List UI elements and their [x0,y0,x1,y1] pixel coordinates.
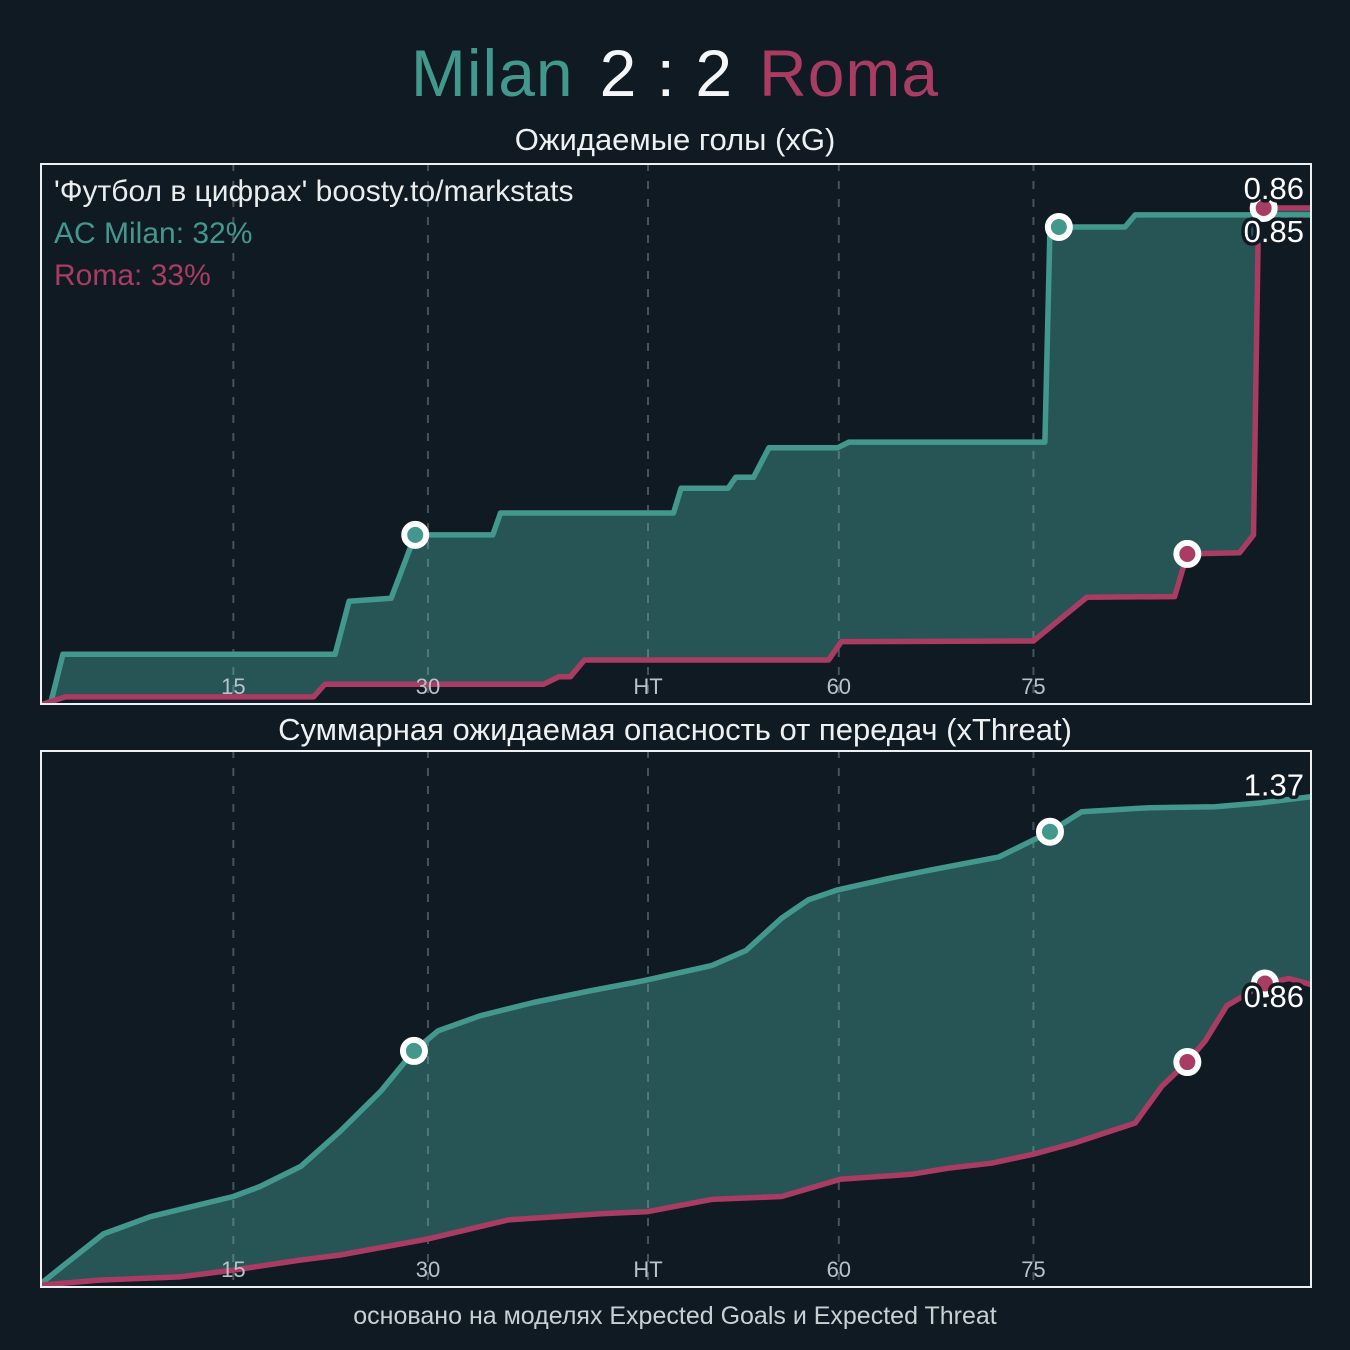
xg-tick-label-75: 75 [1021,674,1045,699]
xg-chart-canvas: 15 30 HT 60 75 0.85 0.86 [40,163,1312,705]
xthreat-plot-border [40,750,1312,1288]
xthreat-home-goal-marker-1 [399,1036,428,1065]
match-score: 2 : 2 [599,36,734,110]
xg-chart: 15 30 HT 60 75 0.85 0.86 'Футбол в цифрах' boo… [40,163,1312,705]
xg-away-goal-marker-1 [1173,539,1202,568]
watermark-text: 'Футбол в цифрах' boosty.to/markstats [54,175,574,208]
xg-away-goal-marker-2 [1249,193,1278,222]
footer-note: основано на моделях Expected Goals и Exp… [353,1302,997,1330]
xthreat-tick-label-HT: HT [633,1257,662,1282]
xg-home-goal-marker-2 [1044,213,1073,242]
home-win-prob-label: AC Milan: 32% [54,217,253,250]
home-team-name: Milan [410,36,574,110]
xthreat-away-goal-marker-2 [1250,969,1279,998]
away-team-name: Roma [759,36,940,110]
xg-tick-label-30: 30 [416,674,440,699]
xthreat-tick-label-30: 30 [416,1257,440,1282]
xg-away-final-value: 0.86 [1244,171,1304,206]
xthreat-away-goal-marker-1 [1173,1048,1202,1077]
xthreat-tick-label-60: 60 [827,1257,851,1282]
xg-plot-border [40,163,1312,705]
xg-tick-label-60: 60 [827,674,851,699]
xthreat-away-line [40,975,1312,1288]
xg-annotations: 'Футбол в цифрах' boosty.to/markstats AC… [54,171,574,297]
xg-home-line [40,212,1312,705]
xthreat-tick-label-75: 75 [1021,1257,1045,1282]
xthreat-home-final-value: 1.37 [1244,768,1304,803]
xthreat-band-fill [40,796,1312,1286]
xthreat-chart: 15 30 HT 60 75 1.37 0.86 [40,750,1312,1288]
xg-chart-title: Ожидаемые голы (xG) [514,122,836,157]
match-title: Milan 2 : 2 Roma [0,28,1350,118]
xg-home-goal-marker-1 [401,520,430,549]
xg-band-fill [40,208,1312,705]
xthreat-away-final-value: 0.86 [1244,979,1304,1014]
xthreat-chart-title: Суммарная ожидаемая опасность от передач… [278,712,1072,747]
xthreat-chart-canvas: 15 30 HT 60 75 1.37 0.86 [40,750,1312,1288]
away-win-prob-label: Roma: 33% [54,259,211,292]
xg-home-final-value: 0.85 [1244,214,1304,249]
xg-away-line [40,205,1312,705]
xg-tick-label-15: 15 [221,674,245,699]
xthreat-tick-label-15: 15 [221,1257,245,1282]
xthreat-home-goal-marker-2 [1035,817,1064,846]
xg-tick-label-HT: HT [633,674,662,699]
